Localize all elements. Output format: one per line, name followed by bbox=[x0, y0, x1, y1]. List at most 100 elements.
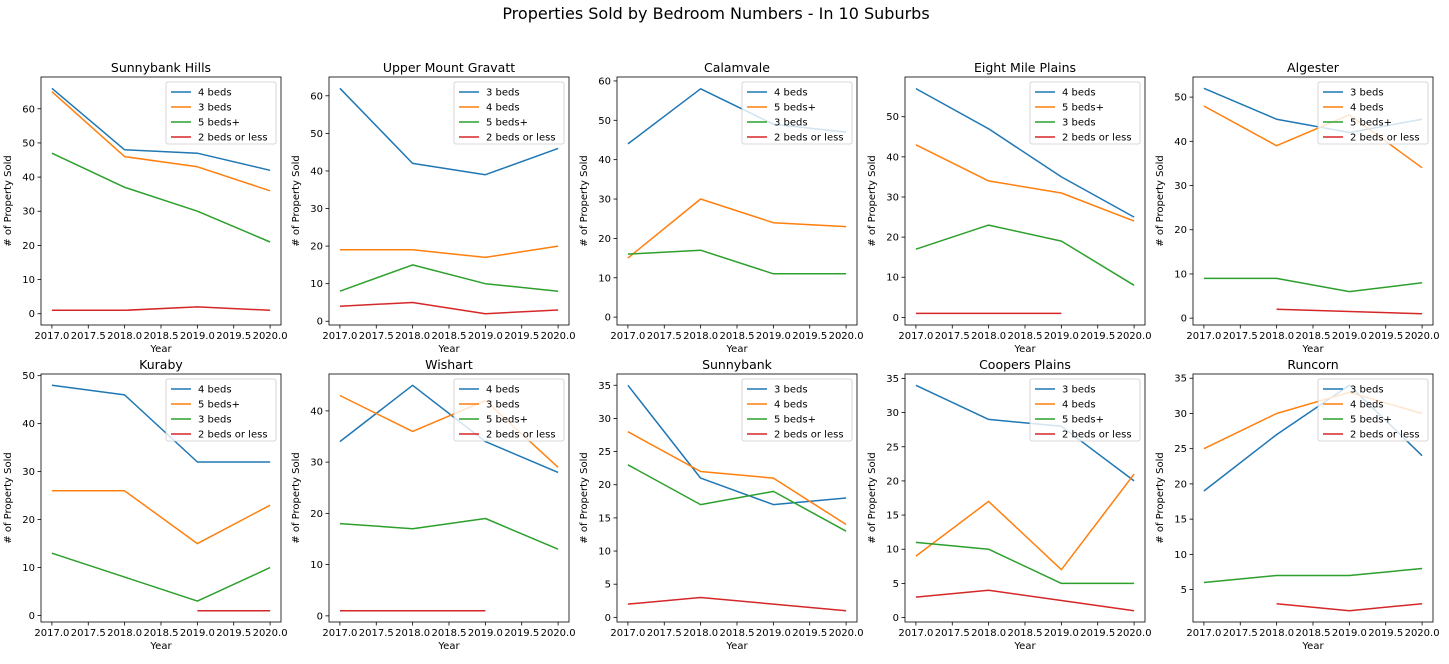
legend: 4 beds 3 beds 5 beds+ 2 beds or less bbox=[165, 81, 277, 145]
x-axis-label: Year bbox=[437, 344, 460, 355]
x-axis-label: Year bbox=[1301, 344, 1324, 355]
x-tick-label: 2017.0 bbox=[898, 331, 933, 342]
x-tick-label: 2017.0 bbox=[34, 331, 69, 342]
y-tick-label: 25 bbox=[1174, 444, 1187, 455]
legend: 3 beds 4 beds 5 beds+ 2 beds or less bbox=[1029, 378, 1141, 442]
legend-box bbox=[1029, 378, 1141, 442]
x-tick-label: 2019.0 bbox=[468, 628, 503, 639]
x-tick-label: 2018.5 bbox=[1296, 628, 1331, 639]
series-line-3 bbox=[1203, 277, 1423, 293]
legend-label: 4 beds bbox=[198, 385, 232, 396]
y-tick-label: 30 bbox=[886, 192, 899, 203]
y-tick-label: 10 bbox=[886, 273, 899, 284]
x-tick-label: 2017.0 bbox=[1186, 331, 1221, 342]
series-line-3 bbox=[339, 517, 559, 550]
y-tick-label: 10 bbox=[886, 545, 899, 556]
y-tick-label: 0 bbox=[605, 313, 611, 324]
y-tick-label: 35 bbox=[886, 374, 899, 385]
legend-box bbox=[1029, 81, 1141, 145]
y-tick-label: 50 bbox=[886, 112, 899, 123]
x-tick-label: 2017.0 bbox=[610, 628, 645, 639]
series-line-3 bbox=[915, 541, 1135, 585]
y-tick-label: 0 bbox=[893, 313, 899, 324]
y-tick-label: 10 bbox=[22, 275, 35, 286]
x-tick-label: 2018.0 bbox=[971, 331, 1006, 342]
x-tick-label: 2019.0 bbox=[1332, 331, 1367, 342]
y-tick-label: 40 bbox=[22, 173, 35, 184]
legend-label: 5 beds+ bbox=[1350, 118, 1392, 129]
x-tick-label: 2017.5 bbox=[71, 331, 106, 342]
legend-label: 5 beds+ bbox=[774, 415, 816, 426]
y-tick-label: 5 bbox=[1181, 585, 1187, 596]
x-tick-label: 2019.5 bbox=[216, 628, 251, 639]
legend-label: 4 beds bbox=[774, 88, 808, 99]
x-tick-label: 2018.0 bbox=[107, 628, 142, 639]
x-tick-label: 2020.0 bbox=[1405, 628, 1440, 639]
subplot-title: Kuraby bbox=[139, 357, 183, 372]
y-axis-label: # of Property Sold bbox=[1155, 155, 1166, 246]
x-tick-label: 2020.0 bbox=[253, 628, 288, 639]
x-tick-label: 2017.5 bbox=[647, 628, 682, 639]
x-tick-label: 2017.5 bbox=[71, 628, 106, 639]
legend-label: 3 beds bbox=[1062, 385, 1096, 396]
x-tick-label: 2017.5 bbox=[647, 331, 682, 342]
x-tick-label: 2020.0 bbox=[829, 331, 864, 342]
y-tick-label: 10 bbox=[22, 563, 35, 574]
legend-box bbox=[741, 378, 853, 442]
subplot-6: Kuraby 2017.0 2017.5 2018.0 2018.5 2019.0 2019… bbox=[3, 357, 288, 652]
legend-label: 3 beds bbox=[1062, 118, 1096, 129]
x-tick-label: 2019.0 bbox=[756, 331, 791, 342]
y-tick-label: 15 bbox=[598, 513, 611, 524]
legend-label: 4 beds bbox=[774, 400, 808, 411]
legend: 3 beds 4 beds 5 beds+ 2 beds or less bbox=[1317, 81, 1429, 145]
x-tick-label: 2019.0 bbox=[468, 331, 503, 342]
y-tick-label: 10 bbox=[1174, 269, 1187, 280]
y-tick-label: 0 bbox=[1181, 314, 1187, 325]
y-tick-label: 30 bbox=[1174, 181, 1187, 192]
legend-label: 4 beds bbox=[1062, 400, 1096, 411]
y-tick-label: 30 bbox=[310, 204, 323, 215]
y-axis-label: # of Property Sold bbox=[291, 155, 302, 246]
y-axis-label: # of Property Sold bbox=[291, 452, 302, 543]
legend-label: 3 beds bbox=[486, 400, 520, 411]
x-axis-label: Year bbox=[149, 344, 172, 355]
x-axis-label: Year bbox=[725, 641, 748, 652]
legend-label: 3 beds bbox=[486, 88, 520, 99]
x-tick-label: 2017.5 bbox=[935, 331, 970, 342]
legend: 4 beds 5 beds+ 3 beds 2 beds or less bbox=[165, 378, 277, 442]
y-tick-label: 50 bbox=[22, 371, 35, 382]
legend: 3 beds 4 beds 5 beds+ 2 beds or less bbox=[1317, 378, 1429, 442]
y-tick-label: 35 bbox=[1174, 374, 1187, 385]
y-tick-label: 40 bbox=[310, 166, 323, 177]
subplot-title: Sunnybank Hills bbox=[111, 60, 211, 75]
x-tick-label: 2019.5 bbox=[1368, 628, 1403, 639]
x-tick-label: 2019.5 bbox=[1080, 628, 1115, 639]
x-tick-label: 2019.0 bbox=[756, 628, 791, 639]
series-line-4 bbox=[915, 589, 1135, 612]
x-tick-label: 2020.0 bbox=[253, 331, 288, 342]
series-line-3 bbox=[51, 152, 271, 243]
y-tick-label: 30 bbox=[598, 195, 611, 206]
y-tick-label: 10 bbox=[598, 547, 611, 558]
legend-label: 2 beds or less bbox=[774, 133, 844, 144]
x-axis-label: Year bbox=[437, 641, 460, 652]
series-line-1 bbox=[339, 87, 559, 176]
x-tick-label: 2019.0 bbox=[180, 628, 215, 639]
x-tick-label: 2017.5 bbox=[359, 628, 394, 639]
y-tick-label: 0 bbox=[29, 611, 35, 622]
legend-label: 4 beds bbox=[198, 88, 232, 99]
series-line-2 bbox=[915, 144, 1135, 222]
y-tick-label: 10 bbox=[1174, 550, 1187, 561]
y-tick-label: 50 bbox=[22, 138, 35, 149]
y-tick-label: 50 bbox=[598, 116, 611, 127]
legend-label: 5 beds+ bbox=[486, 415, 528, 426]
series-line-3 bbox=[627, 464, 847, 532]
legend-label: 5 beds+ bbox=[486, 118, 528, 129]
x-tick-label: 2018.5 bbox=[432, 628, 467, 639]
legend-label: 5 beds+ bbox=[1062, 415, 1104, 426]
x-tick-label: 2018.5 bbox=[432, 331, 467, 342]
